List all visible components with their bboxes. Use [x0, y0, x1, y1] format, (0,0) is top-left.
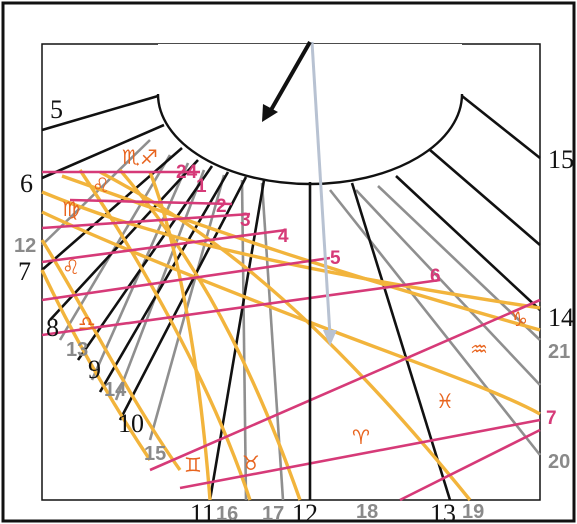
grey-hour-label-21: 21 [548, 341, 570, 363]
date-curve [40, 239, 182, 471]
black-hour-line [350, 182, 452, 501]
pink-label-24: 24 [176, 162, 198, 183]
zodiac-sign-aries: ♈ [352, 425, 370, 449]
hour-label-12: 12 [292, 499, 318, 524]
zodiac-sign-virgo: ♍ [62, 197, 80, 221]
zodiac-sign-leo-top: ♌ [92, 173, 110, 197]
declination-line [179, 418, 541, 490]
declination-line [69, 198, 233, 206]
date-curve [61, 174, 541, 332]
date-curve [148, 171, 212, 501]
hour-label-6: 6 [20, 169, 33, 198]
hour-label-13: 13 [430, 499, 456, 524]
grey-hour-line [328, 189, 542, 456]
hour-label-5: 5 [50, 95, 63, 124]
sun-pointer [310, 41, 337, 346]
grey-hour-line [377, 185, 541, 341]
grey-hour-line [355, 189, 541, 386]
zodiac-sign-taurus: ♉ [242, 451, 260, 475]
gnomon-cutout [158, 44, 462, 182]
black-hour-line [41, 123, 165, 180]
declination-line [41, 256, 331, 302]
pink-label-2: 2 [216, 196, 227, 217]
hour-label-7: 7 [18, 257, 31, 286]
hour-label-9: 9 [88, 355, 101, 384]
zodiac-sign-aquarius: ♒ [470, 337, 488, 361]
grey-hour-line [58, 154, 172, 341]
zodiac-sign-libra: ♎ [78, 311, 96, 335]
pink-label-3: 3 [240, 210, 251, 231]
pink-label-1: 1 [196, 176, 207, 197]
date-curves [40, 168, 541, 502]
pink-label-5: 5 [330, 248, 341, 269]
date-curve [40, 269, 152, 461]
date-curve [41, 190, 541, 310]
grey-hour-label-14: 14 [104, 379, 127, 401]
grey-hour-label-20: 20 [548, 451, 570, 473]
zodiac-sign-capricorn: ♑ [510, 307, 528, 331]
grey-hour-label-19: 19 [462, 501, 484, 523]
black-hour-line [41, 94, 159, 132]
declination-line [41, 228, 287, 264]
gnomon-arc [156, 93, 464, 186]
declination-line [399, 428, 541, 502]
hour-label-11: 11 [190, 499, 215, 524]
hour-label-8: 8 [46, 313, 59, 342]
grey-hour-line [114, 169, 206, 401]
grey-hour-label-15: 15 [144, 443, 166, 465]
grey-hour-label-18: 18 [356, 501, 378, 523]
black-hour-line [461, 94, 541, 160]
date-curve [78, 169, 252, 501]
black-hour-line [429, 149, 541, 246]
pink-label-6: 6 [430, 266, 441, 287]
grey-hour-label-17: 17 [262, 503, 284, 524]
declination-lines [41, 170, 541, 502]
zodiac-sign-gemini: ♊ [184, 453, 202, 477]
zodiac-sign-pisces: ♓ [436, 389, 454, 413]
black-hour-line [395, 175, 541, 311]
hour-label-10: 10 [118, 409, 144, 438]
date-curve [118, 168, 302, 501]
grey-hour-line [240, 179, 248, 501]
grey-hour-label-16: 16 [216, 503, 238, 524]
hour-label-15: 15 [548, 145, 574, 174]
zodiac-sign-leo: ♌ [62, 255, 80, 279]
hour-label-14: 14 [548, 303, 574, 332]
pink-label-7: 7 [546, 408, 557, 429]
zodiac-sign-scorpio-sagittarius: ♏♐ [122, 145, 158, 169]
grey-hour-label-13: 13 [66, 339, 88, 361]
declination-line [41, 278, 441, 337]
declination-line [41, 212, 251, 230]
pink-label-4: 4 [278, 226, 289, 247]
direction-arrow [262, 41, 312, 122]
grey-hour-label-12: 12 [14, 235, 36, 257]
black-hour-line [41, 147, 183, 271]
black-hour-lines [41, 94, 541, 501]
declination-line [149, 298, 541, 472]
